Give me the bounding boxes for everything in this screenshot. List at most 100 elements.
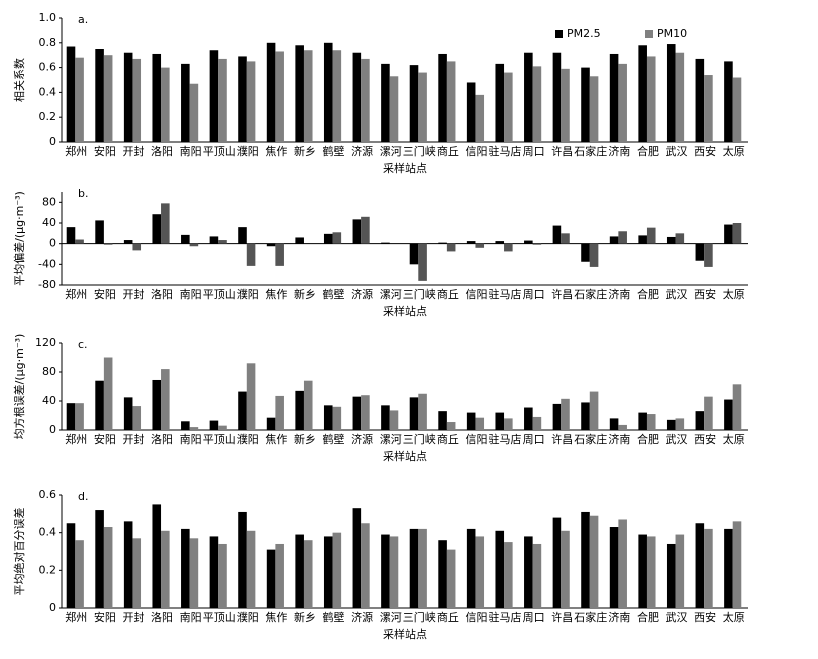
x-tick-label: 鹤壁	[323, 432, 345, 446]
bar	[418, 72, 427, 142]
x-tick-label: 平顶山	[203, 288, 236, 301]
x-tick-label: 安阳	[94, 144, 116, 158]
bar	[618, 424, 627, 430]
bar	[524, 240, 533, 244]
x-tick-label: 周口	[523, 611, 545, 624]
bar	[666, 44, 676, 142]
bar	[389, 76, 399, 142]
y-tick-label: -80	[38, 278, 56, 291]
y-tick-label: 0.6	[39, 61, 57, 74]
x-tick-label: 西安	[694, 432, 716, 446]
bar	[181, 63, 190, 142]
bar	[675, 52, 685, 142]
bar	[323, 233, 333, 244]
bar	[438, 53, 447, 142]
x-tick-label: 武汉	[666, 611, 688, 624]
x-tick-label: 石家庄	[574, 610, 607, 624]
bar	[475, 94, 485, 142]
x-tick-label: 南阳	[180, 611, 202, 624]
bar	[209, 236, 219, 244]
x-tick-label: 合肥	[637, 432, 659, 446]
bar	[266, 42, 276, 142]
bar	[238, 227, 247, 244]
bar	[361, 58, 370, 142]
x-tick-label: 漯河	[380, 145, 402, 158]
bar	[495, 241, 505, 244]
bar	[75, 239, 84, 244]
bar	[589, 391, 599, 430]
bar	[475, 417, 485, 430]
x-axis-label: 采样站点	[383, 304, 427, 318]
x-tick-label: 驻马店	[489, 432, 522, 446]
bar	[275, 51, 284, 143]
x-tick-label: 济南	[608, 144, 630, 158]
bar	[724, 399, 733, 430]
bar	[552, 517, 562, 608]
bar	[666, 543, 676, 608]
bar	[66, 46, 76, 142]
y-axis-label: 均方根误差/(μg·m⁻³)	[12, 334, 26, 440]
bar	[409, 243, 419, 265]
legend-label: PM2.5	[567, 27, 601, 40]
bar	[704, 243, 713, 267]
chart-title: d.	[78, 490, 88, 503]
bar	[95, 220, 104, 244]
x-tick-label: 西安	[694, 610, 716, 624]
y-tick-label: 40	[42, 216, 56, 229]
bar	[161, 203, 170, 244]
bar	[704, 75, 713, 142]
bar	[218, 425, 227, 430]
bar	[266, 549, 276, 608]
legend-label: PM10	[657, 27, 687, 40]
bar	[618, 519, 627, 608]
bar	[123, 521, 133, 608]
bar	[524, 407, 533, 430]
bar	[646, 414, 656, 430]
x-tick-label: 石家庄	[574, 287, 607, 301]
bar	[732, 521, 742, 608]
bar	[438, 242, 447, 244]
x-tick-label: 洛阳	[151, 610, 173, 624]
bar	[561, 233, 570, 244]
x-tick-label: 太原	[723, 145, 745, 158]
bar	[246, 530, 256, 608]
bar	[303, 540, 313, 608]
bar	[618, 63, 627, 142]
bar	[409, 65, 419, 142]
bar	[75, 403, 84, 430]
bar	[66, 227, 76, 244]
bar	[361, 395, 370, 430]
bar	[123, 397, 133, 430]
x-tick-label: 太原	[723, 433, 745, 446]
bar	[295, 45, 304, 142]
x-tick-label: 洛阳	[151, 144, 173, 158]
x-axis-label: 采样站点	[383, 161, 427, 175]
x-tick-label: 漯河	[380, 611, 402, 624]
bar	[95, 510, 104, 608]
bar	[695, 58, 705, 142]
bar	[161, 67, 170, 142]
x-tick-label: 濮阳	[237, 144, 259, 158]
bar	[323, 536, 333, 608]
x-tick-label: 济源	[351, 610, 373, 624]
bar	[246, 243, 256, 266]
bar	[504, 243, 513, 252]
x-tick-label: 三门峡	[403, 610, 436, 624]
x-tick-label: 平顶山	[203, 145, 236, 158]
bar	[561, 530, 570, 608]
bar	[323, 405, 333, 430]
y-tick-label: 0.8	[39, 36, 57, 49]
bar	[295, 390, 304, 430]
bar	[332, 532, 342, 608]
bar	[132, 243, 142, 251]
x-tick-label: 开封	[122, 610, 144, 624]
x-tick-label: 郑州	[65, 432, 87, 446]
bar	[532, 543, 542, 608]
x-tick-label: 信阳	[465, 611, 487, 624]
bar	[181, 528, 190, 608]
bar	[189, 243, 199, 247]
bar	[303, 50, 313, 142]
x-tick-label: 商丘	[437, 610, 459, 624]
bar	[532, 416, 542, 430]
bar	[209, 536, 219, 608]
